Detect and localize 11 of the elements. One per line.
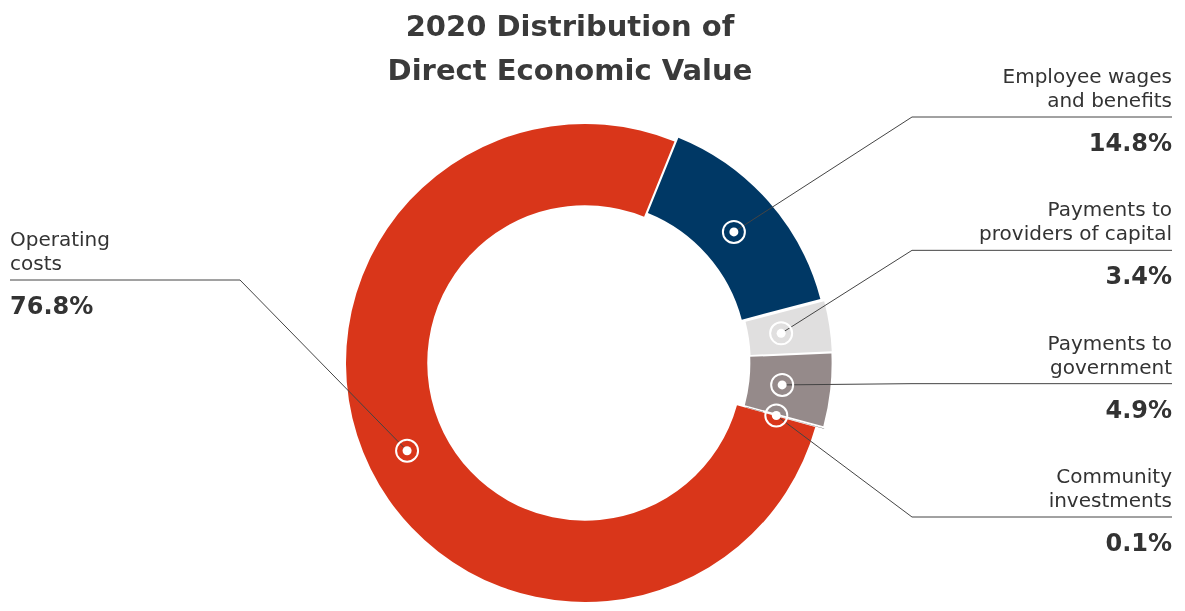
data-label: 14.8% xyxy=(1088,129,1172,157)
slice-label: Community investments xyxy=(1048,464,1173,512)
data-label: 76.8% xyxy=(10,292,94,320)
data-label: 0.1% xyxy=(1105,529,1172,557)
chart-title: 2020 Distribution of Direct Economic Value xyxy=(386,8,754,89)
slice-label: Employee wages and benefits xyxy=(1002,64,1172,112)
data-label: 4.9% xyxy=(1105,395,1172,424)
slice-label: Payments to government xyxy=(1047,330,1173,379)
data-label: 3.4% xyxy=(1105,262,1172,291)
slice-label: Operating costs xyxy=(10,227,110,275)
slice-label: Payments to providers of capital xyxy=(979,197,1172,246)
